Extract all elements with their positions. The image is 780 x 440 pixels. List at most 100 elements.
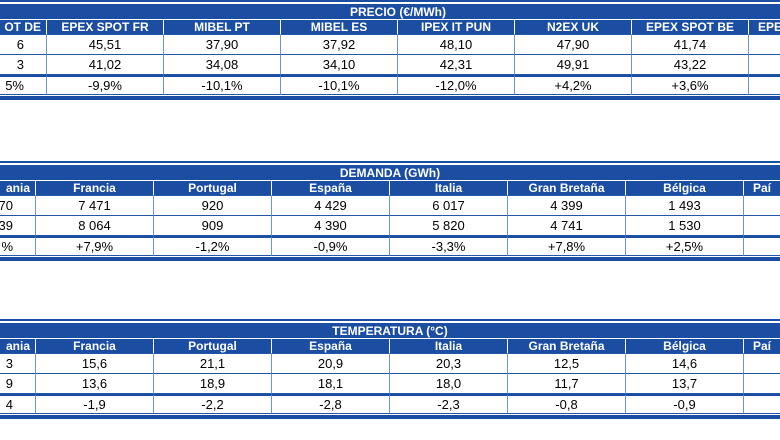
table-bottom-bar (0, 415, 780, 419)
table-row: 3 15,6 21,1 20,9 20,3 12,5 14,6 (0, 354, 780, 374)
value-cell-cut: 3 (0, 354, 36, 374)
col-header-cut-left: OT DE (0, 20, 47, 35)
spacer (0, 321, 780, 323)
pct-cell: -2,8 (272, 394, 390, 414)
value-cell: 41,02 (47, 55, 164, 75)
precio-title: PRECIO (€/MWh) (0, 4, 780, 20)
spacer (0, 414, 780, 415)
demanda-title: DEMANDA (GWh) (0, 165, 780, 181)
value-cell: 4 399 (508, 196, 626, 216)
col-header: Italia (390, 339, 508, 354)
value-cell: 45,51 (47, 35, 164, 55)
pct-cell: -12,0% (398, 75, 515, 95)
value-cell: 37,90 (164, 35, 281, 55)
demanda-table: DEMANDA (GWh) ania Francia Portugal Espa… (0, 161, 780, 261)
pct-cell: -9,9% (47, 75, 164, 95)
col-header-cut-right: Paí (744, 339, 780, 354)
value-cell: 41,74 (632, 35, 749, 55)
temperatura-title: TEMPERATURA (°C) (0, 323, 780, 339)
value-cell: 20,9 (272, 354, 390, 374)
col-header: Portugal (154, 339, 272, 354)
value-cell: 18,0 (390, 374, 508, 394)
col-header: Francia (36, 339, 154, 354)
value-cell: 48,10 (398, 35, 515, 55)
pct-cell: +4,2% (515, 75, 632, 95)
value-cell: 13,7 (626, 374, 744, 394)
value-cell: 37,92 (281, 35, 398, 55)
value-cell-cut: 3 (0, 55, 47, 75)
pct-cell-cut (744, 394, 780, 414)
pct-cell: -2,3 (390, 394, 508, 414)
col-header: MIBEL ES (281, 20, 398, 35)
value-cell-cut (749, 55, 780, 75)
table-pct-row: 5% -9,9% -10,1% -10,1% -12,0% +4,2% +3,6… (0, 75, 780, 95)
temperatura-table: TEMPERATURA (°C) ania Francia Portugal E… (0, 319, 780, 419)
value-cell-cut: 70 (0, 196, 36, 216)
top-bar (0, 161, 780, 163)
value-cell-cut (749, 35, 780, 55)
value-cell: 43,22 (632, 55, 749, 75)
pct-cell-cut (749, 75, 780, 95)
col-header: N2EX UK (515, 20, 632, 35)
value-cell: 920 (154, 196, 272, 216)
value-cell: 20,3 (390, 354, 508, 374)
col-header: EPEX SPOT FR (47, 20, 164, 35)
table-title-row: TEMPERATURA (°C) (0, 323, 780, 339)
value-cell-cut (744, 216, 780, 236)
value-cell-cut (744, 354, 780, 374)
value-cell-cut (744, 374, 780, 394)
demanda-table-section: DEMANDA (GWh) ania Francia Portugal Espa… (0, 161, 780, 261)
top-bar (0, 0, 780, 2)
col-header: MIBEL PT (164, 20, 281, 35)
value-cell: 18,1 (272, 374, 390, 394)
value-cell: 1 493 (626, 196, 744, 216)
table-title-row: DEMANDA (GWh) (0, 165, 780, 181)
value-cell: 1 530 (626, 216, 744, 236)
value-cell: 5 820 (390, 216, 508, 236)
pct-cell: +3,6% (632, 75, 749, 95)
value-cell: 8 064 (36, 216, 154, 236)
table-row: 39 8 064 909 4 390 5 820 4 741 1 530 (0, 216, 780, 236)
table-header-row: ania Francia Portugal España Italia Gran… (0, 339, 780, 354)
col-header: Bélgica (626, 181, 744, 196)
table-row: 6 45,51 37,90 37,92 48,10 47,90 41,74 (0, 35, 780, 55)
precio-table-section: PRECIO (€/MWh) OT DE EPEX SPOT FR MIBEL … (0, 0, 780, 100)
value-cell: 6 017 (390, 196, 508, 216)
pct-cell-cut: 4 (0, 394, 36, 414)
pct-cell: +7,9% (36, 236, 154, 256)
spacer (0, 2, 780, 4)
value-cell: 909 (154, 216, 272, 236)
pct-cell: -10,1% (281, 75, 398, 95)
table-row: 70 7 471 920 4 429 6 017 4 399 1 493 (0, 196, 780, 216)
table-spacer (0, 163, 780, 165)
spacer (0, 95, 780, 96)
value-cell: 18,9 (154, 374, 272, 394)
table-top-bar (0, 319, 780, 321)
col-header: IPEX IT PUN (398, 20, 515, 35)
value-cell: 11,7 (508, 374, 626, 394)
col-header-cut-left: ania (0, 181, 36, 196)
col-header-cut-left: ania (0, 339, 36, 354)
table-bottom-bar (0, 96, 780, 100)
col-header: Gran Bretaña (508, 339, 626, 354)
table-pct-row: 4 -1,9 -2,2 -2,8 -2,3 -0,8 -0,9 (0, 394, 780, 414)
pct-cell-cut: 5% (0, 75, 47, 95)
table-bottom-bar (0, 257, 780, 261)
pct-cell: -2,2 (154, 394, 272, 414)
table-spacer (0, 256, 780, 257)
pct-cell-cut (744, 236, 780, 256)
value-cell: 7 471 (36, 196, 154, 216)
table-row: 9 13,6 18,9 18,1 18,0 11,7 13,7 (0, 374, 780, 394)
pct-cell: -3,3% (390, 236, 508, 256)
table-row: 3 41,02 34,08 34,10 42,31 49,91 43,22 (0, 55, 780, 75)
table-header-row: ania Francia Portugal España Italia Gran… (0, 181, 780, 196)
col-header: Gran Bretaña (508, 181, 626, 196)
col-header: Francia (36, 181, 154, 196)
pct-cell: -1,9 (36, 394, 154, 414)
pct-cell: -0,8 (508, 394, 626, 414)
pct-cell: +7,8% (508, 236, 626, 256)
value-cell: 12,5 (508, 354, 626, 374)
table-spacer (0, 95, 780, 96)
precio-table: PRECIO (€/MWh) OT DE EPEX SPOT FR MIBEL … (0, 0, 780, 100)
pct-cell: +2,5% (626, 236, 744, 256)
